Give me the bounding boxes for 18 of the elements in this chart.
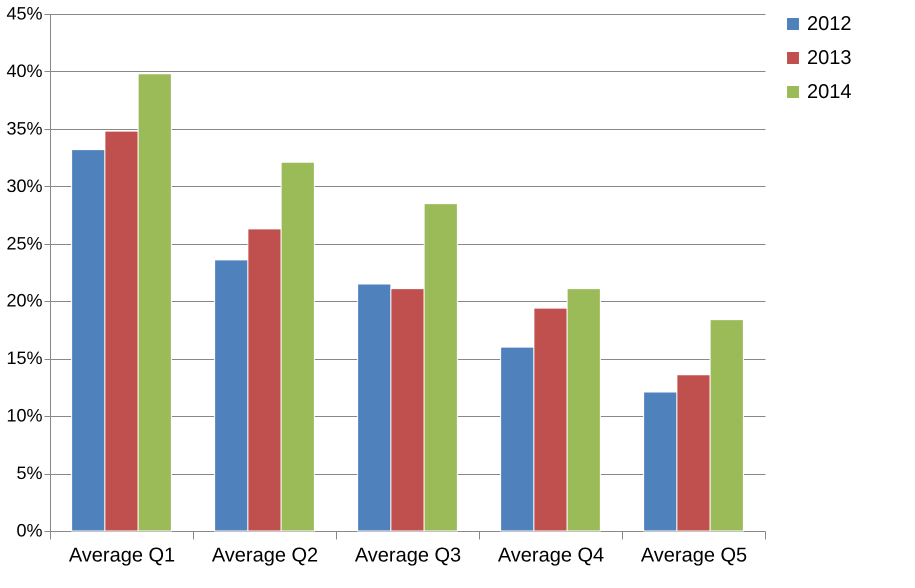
x-tick-label: Average Q4 <box>498 544 604 566</box>
legend-label: 2014 <box>807 81 852 103</box>
y-tick-label: 35% <box>6 118 42 138</box>
x-tick-label: Average Q5 <box>640 544 748 566</box>
y-tick-label: 25% <box>6 233 42 254</box>
x-tick-label: Average Q3 <box>354 544 462 566</box>
x-tick-label: Average Q2 <box>212 544 318 566</box>
y-tick-label: 20% <box>6 290 42 311</box>
y-tick-label: 0% <box>16 520 42 540</box>
y-tick-label: 30% <box>6 176 42 196</box>
legend-label: 2013 <box>807 47 852 69</box>
y-tick-label: 10% <box>6 406 42 426</box>
y-tick-label: 45% <box>6 4 42 24</box>
y-tick-label: 40% <box>6 60 42 81</box>
y-tick-label: 5% <box>16 463 42 484</box>
legend-label: 2012 <box>807 13 852 35</box>
x-tick-label: Average Q1 <box>68 544 176 566</box>
y-tick-label: 15% <box>6 348 42 368</box>
